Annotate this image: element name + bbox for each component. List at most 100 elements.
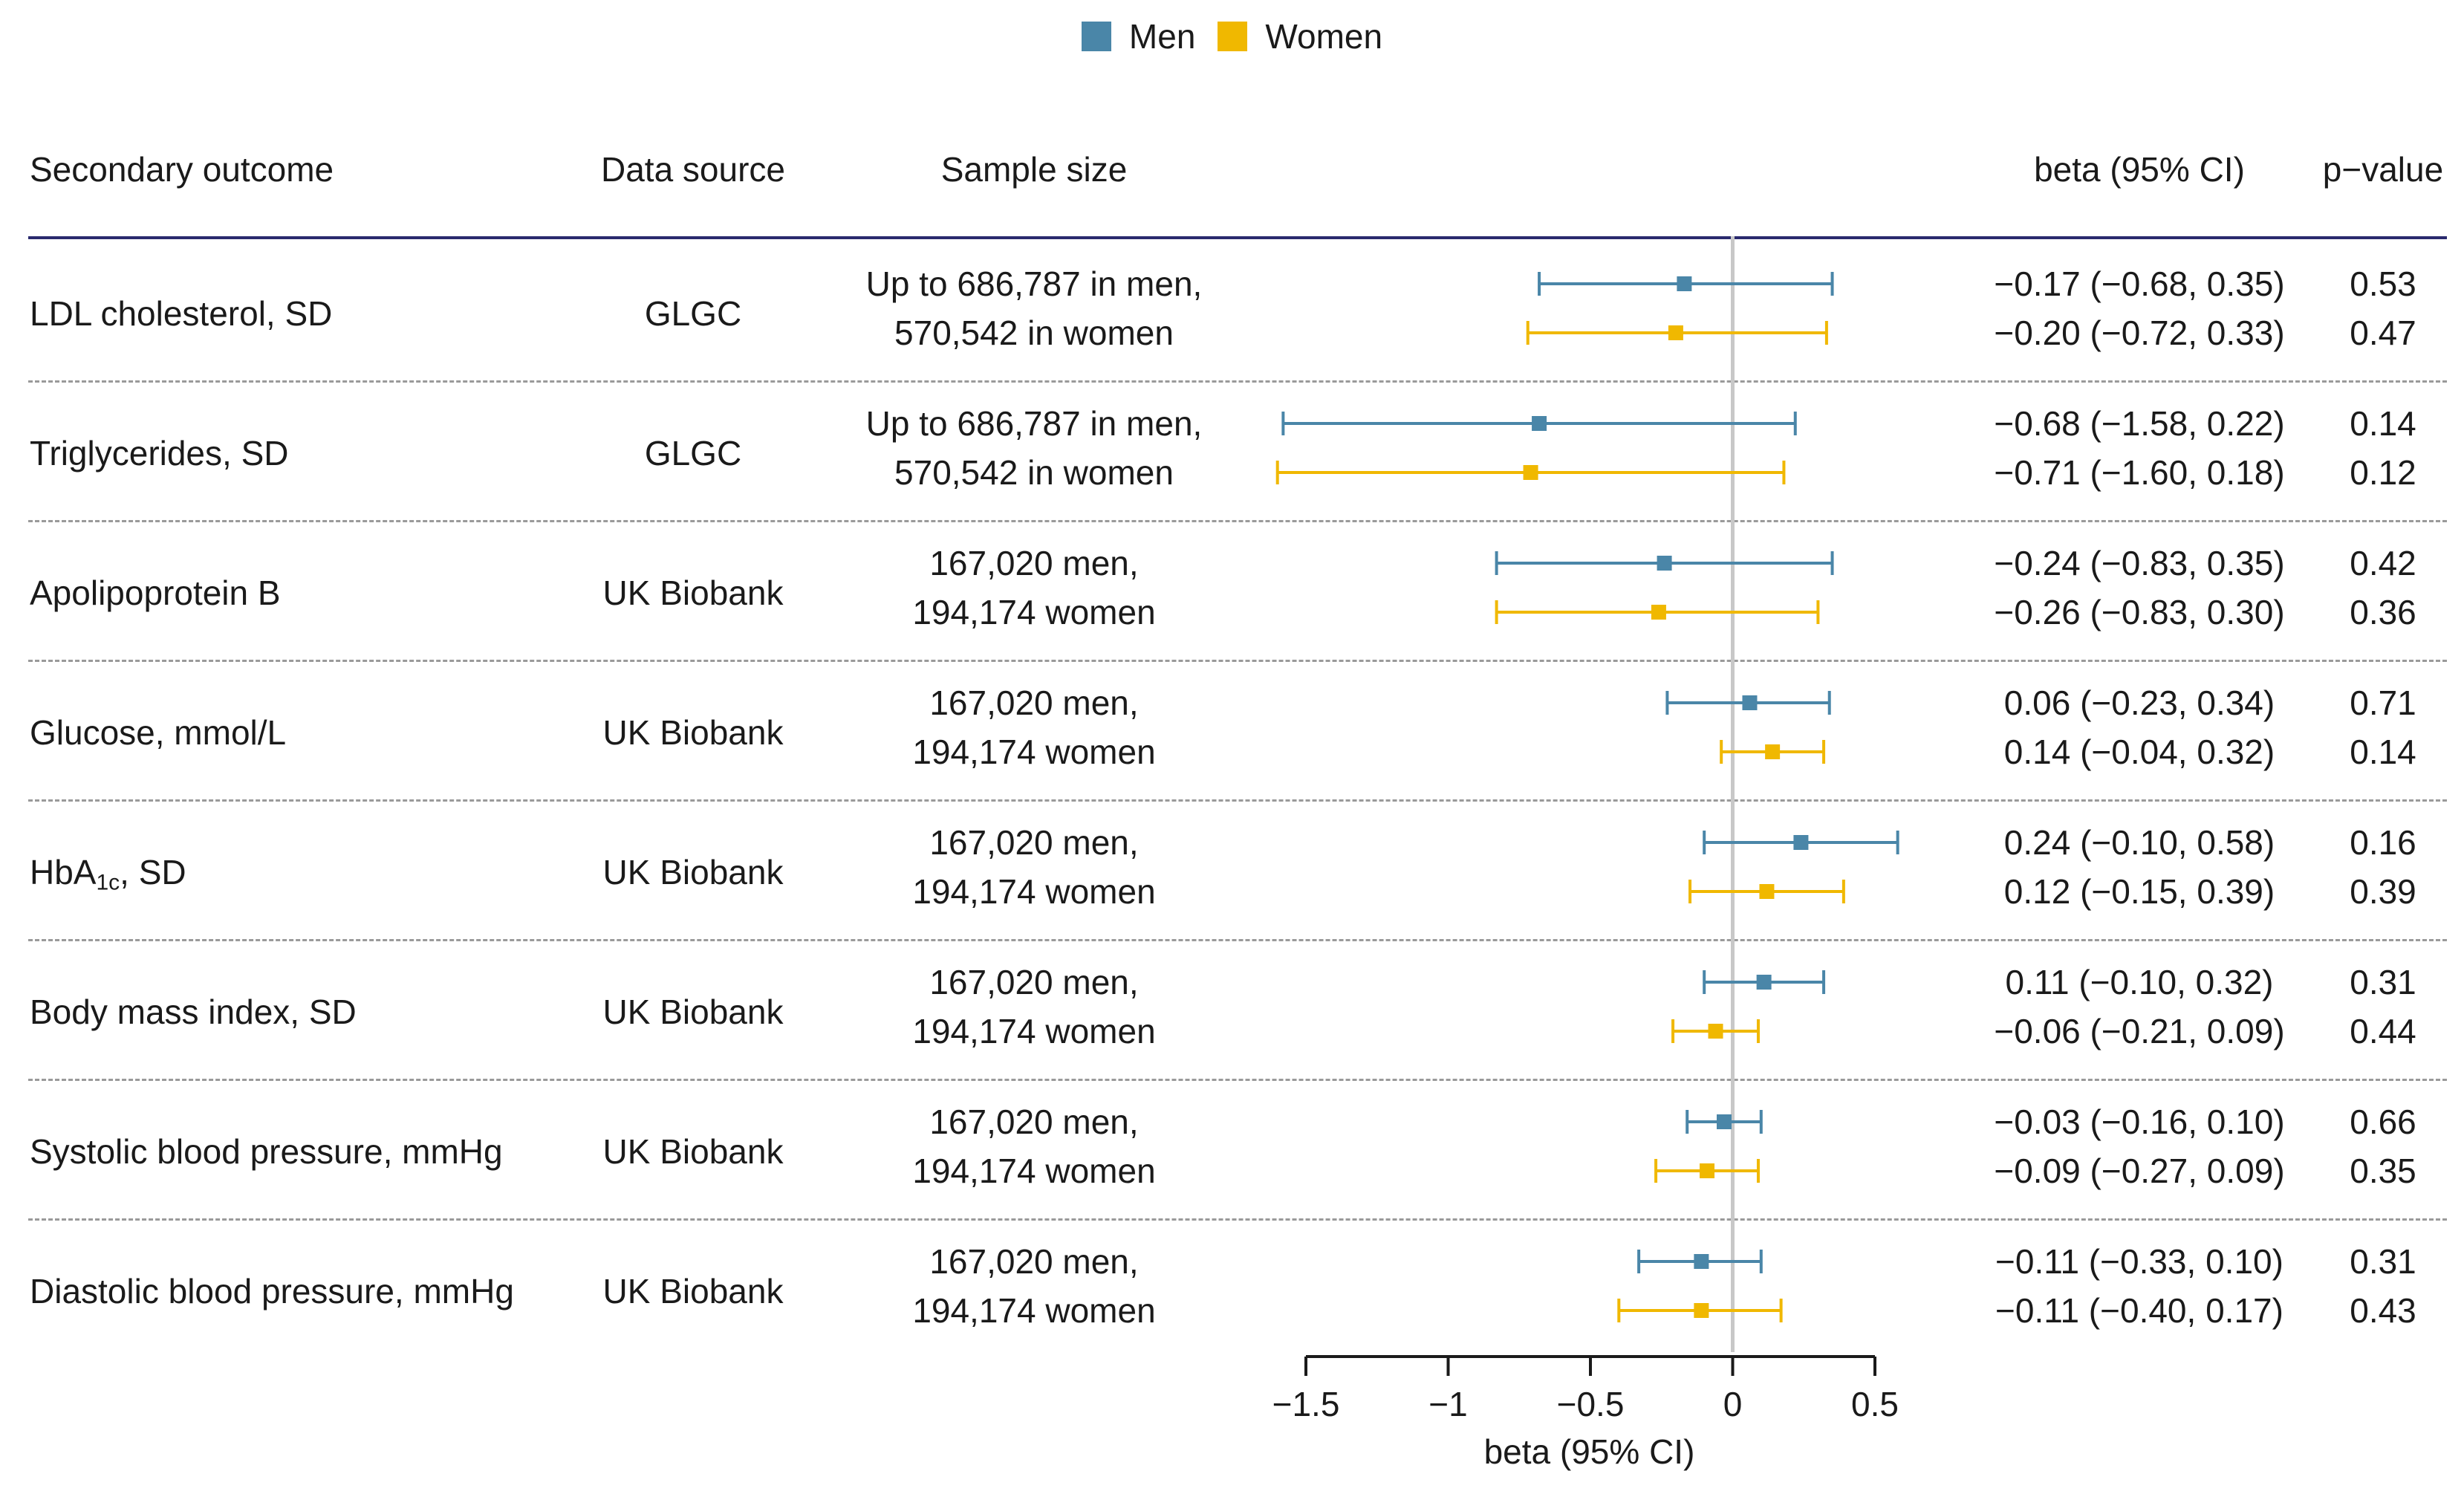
pvalue-women: 0.47	[2350, 314, 2416, 352]
point-estimate-women	[1708, 1024, 1723, 1039]
legend-item-men: Men	[1081, 16, 1196, 56]
pvalue-men: 0.66	[2350, 1102, 2416, 1141]
outcome-label: Triglycerides, SD	[30, 434, 289, 472]
pvalue-men: 0.71	[2350, 683, 2416, 722]
header-outcome: Secondary outcome	[30, 150, 334, 189]
sample-size-women: 194,174 women	[912, 872, 1156, 911]
pvalue-men: 0.31	[2350, 963, 2416, 1001]
point-estimate-men	[1532, 416, 1547, 431]
x-tick-label: −1.5	[1272, 1385, 1340, 1423]
estimate-men: 0.11 (−0.10, 0.32)	[2005, 963, 2274, 1001]
header-estimate: beta (95% CI)	[2034, 150, 2245, 189]
legend-label-men: Men	[1128, 17, 1196, 56]
outcome-label-tail: , SD	[120, 853, 186, 891]
sample-size-men: 167,020 men,	[929, 823, 1139, 862]
point-estimate-men	[1793, 835, 1809, 850]
header-sample: Sample size	[940, 150, 1128, 189]
outcome-label: Body mass index, SD	[30, 993, 357, 1031]
data-source: UK Biobank	[602, 1132, 784, 1171]
pvalue-women: 0.36	[2350, 593, 2416, 631]
point-estimate-men	[1694, 1254, 1709, 1269]
estimate-women: −0.20 (−0.72, 0.33)	[1994, 314, 2285, 352]
x-tick-label: 0.5	[1851, 1385, 1899, 1423]
row-separator	[28, 799, 2447, 802]
row-separator	[28, 1079, 2447, 1081]
estimate-women: −0.09 (−0.27, 0.09)	[1994, 1152, 2285, 1190]
pvalue-women: 0.35	[2350, 1152, 2416, 1190]
estimate-men: −0.68 (−1.58, 0.22)	[1994, 404, 2285, 443]
point-estimate-women	[1759, 884, 1775, 899]
data-source: UK Biobank	[602, 993, 784, 1031]
legend-item-women: Women	[1218, 16, 1382, 56]
x-axis-label: beta (95% CI)	[1484, 1432, 1695, 1471]
pvalue-women: 0.14	[2350, 733, 2416, 771]
sample-size-men: 167,020 men,	[929, 683, 1139, 722]
point-estimate-women	[1523, 465, 1538, 480]
sample-size-men: 167,020 men,	[929, 963, 1139, 1001]
pvalue-men: 0.53	[2350, 264, 2416, 303]
outcome-label: HbA1c, SD	[30, 848, 186, 908]
estimate-women: 0.14 (−0.04, 0.32)	[2003, 733, 2275, 771]
estimate-men: −0.03 (−0.16, 0.10)	[1994, 1102, 2285, 1141]
sample-size-women: 570,542 in women	[894, 314, 1174, 352]
row-separator	[28, 380, 2447, 383]
sample-size-women: 194,174 women	[912, 733, 1156, 771]
data-source: UK Biobank	[602, 853, 784, 891]
outcome-label: LDL cholesterol, SD	[30, 294, 333, 333]
estimate-men: −0.11 (−0.33, 0.10)	[1995, 1242, 2283, 1281]
sample-size-women: 570,542 in women	[894, 453, 1174, 492]
data-source: GLGC	[644, 294, 742, 333]
point-estimate-men	[1756, 975, 1772, 990]
outcome-label: Systolic blood pressure, mmHg	[30, 1132, 503, 1171]
estimate-men: −0.24 (−0.83, 0.35)	[1994, 544, 2285, 582]
pvalue-women: 0.44	[2350, 1012, 2416, 1050]
sample-size-men: 167,020 men,	[929, 1242, 1139, 1281]
point-estimate-men	[1677, 276, 1692, 291]
pvalue-women: 0.12	[2350, 453, 2416, 492]
estimate-women: −0.11 (−0.40, 0.17)	[1995, 1291, 2283, 1330]
pvalue-men: 0.31	[2350, 1242, 2416, 1281]
sample-size-men: 167,020 men,	[929, 544, 1139, 582]
point-estimate-women	[1668, 325, 1683, 340]
estimate-men: 0.24 (−0.10, 0.58)	[2003, 823, 2275, 862]
legend: Men Women	[0, 13, 2464, 59]
sample-size-men: 167,020 men,	[929, 1102, 1139, 1141]
estimate-women: −0.26 (−0.83, 0.30)	[1994, 593, 2285, 631]
header-source: Data source	[600, 150, 785, 189]
legend-label-women: Women	[1265, 17, 1383, 56]
legend-swatch-men	[1081, 22, 1111, 51]
x-tick-label: −0.5	[1557, 1385, 1625, 1423]
estimate-women: −0.71 (−1.60, 0.18)	[1994, 453, 2285, 492]
sample-size-women: 194,174 women	[912, 1152, 1156, 1190]
header-rule	[28, 236, 2447, 239]
estimate-men: −0.17 (−0.68, 0.35)	[1994, 264, 2285, 303]
point-estimate-men	[1717, 1114, 1732, 1129]
legend-swatch-women	[1218, 22, 1248, 51]
point-estimate-men	[1657, 556, 1672, 571]
outcome-label-subscript: 1c	[96, 870, 120, 895]
data-source: UK Biobank	[602, 574, 784, 612]
point-estimate-women	[1694, 1303, 1709, 1318]
sample-size-women: 194,174 women	[912, 1291, 1156, 1330]
header-pvalue: p−value	[2322, 150, 2444, 189]
point-estimate-women	[1700, 1163, 1715, 1178]
pvalue-women: 0.43	[2350, 1291, 2416, 1330]
pvalue-men: 0.14	[2350, 404, 2416, 443]
pvalue-men: 0.42	[2350, 544, 2416, 582]
x-tick-label: 0	[1723, 1385, 1743, 1423]
outcome-label: Apolipoprotein B	[30, 574, 281, 612]
data-source: GLGC	[644, 434, 742, 472]
point-estimate-women	[1651, 605, 1666, 620]
data-source: UK Biobank	[602, 713, 784, 752]
row-separator	[28, 1218, 2447, 1221]
point-estimate-women	[1765, 744, 1781, 759]
outcome-label: Diastolic blood pressure, mmHg	[30, 1272, 514, 1311]
point-estimate-men	[1742, 695, 1758, 710]
sample-size-women: 194,174 women	[912, 593, 1156, 631]
sample-size-men: Up to 686,787 in men,	[865, 404, 1203, 443]
pvalue-women: 0.39	[2350, 872, 2416, 911]
row-separator	[28, 520, 2447, 522]
sample-size-men: Up to 686,787 in men,	[865, 264, 1203, 303]
x-tick-label: −1	[1428, 1385, 1467, 1423]
